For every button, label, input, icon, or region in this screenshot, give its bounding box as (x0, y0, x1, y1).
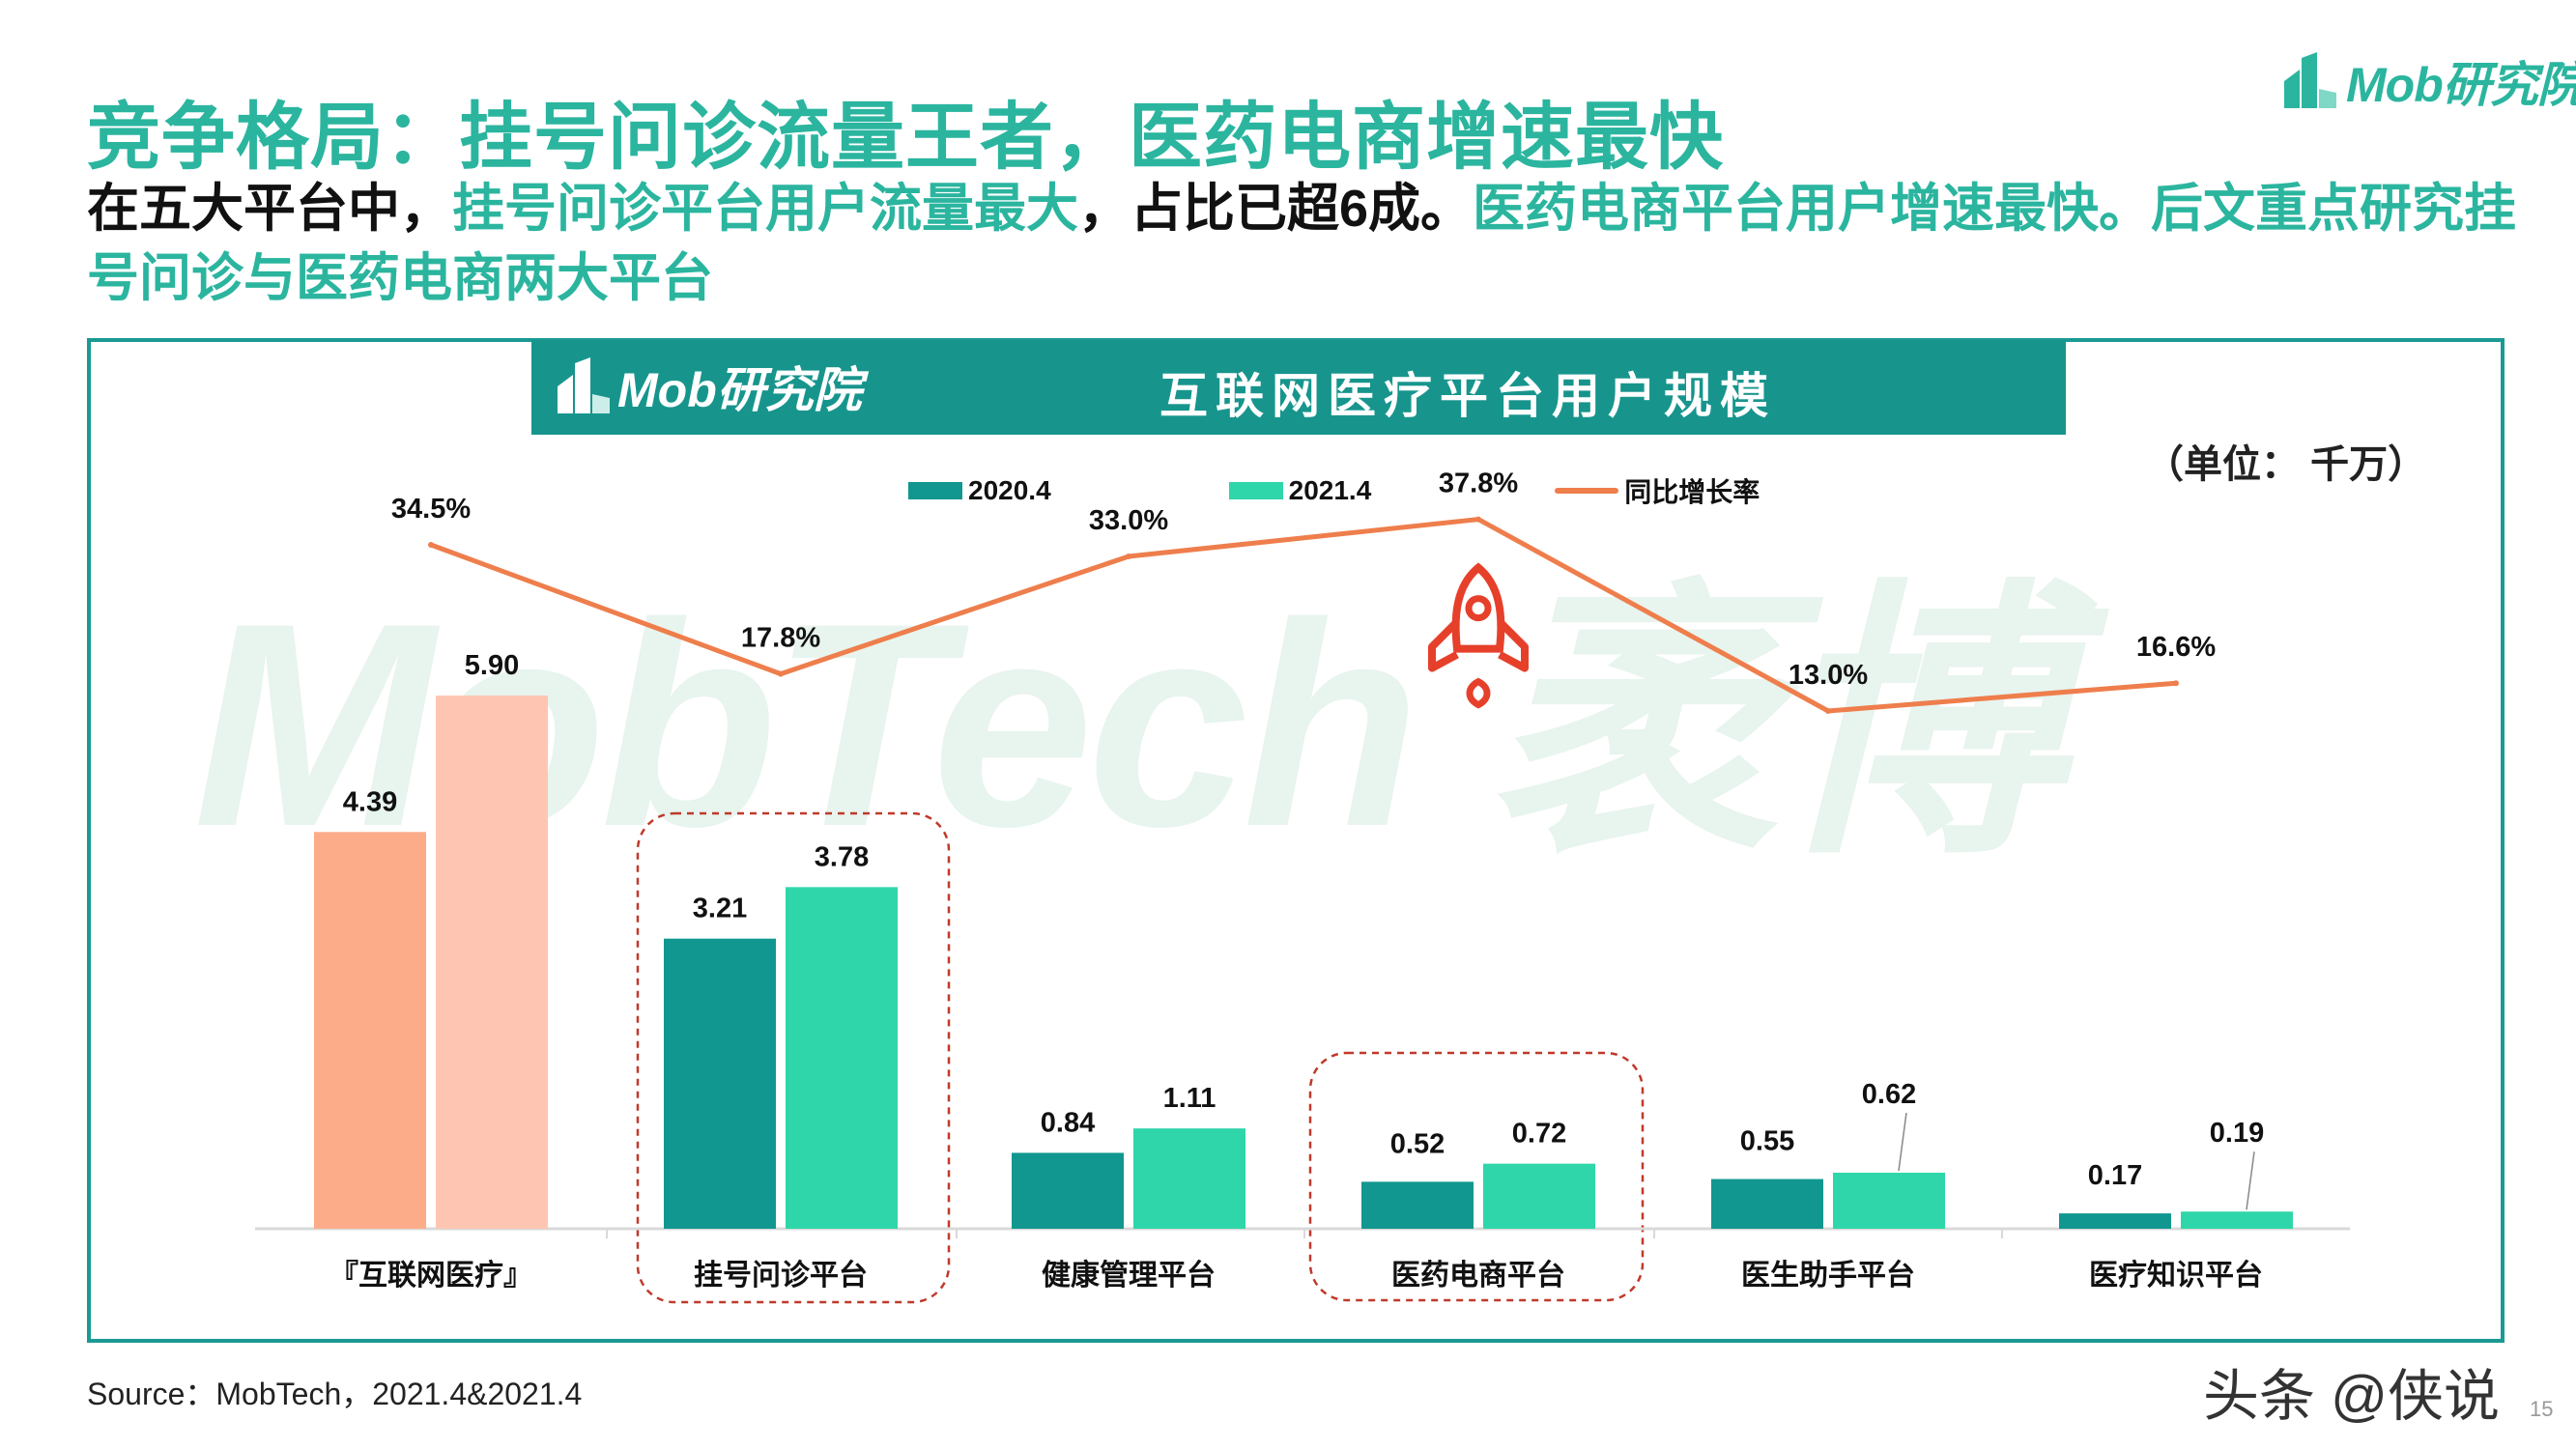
growth-rate-point-4 (1825, 708, 1831, 714)
growth-rate-point-1 (778, 670, 784, 677)
bar-2021.4-3 (1483, 1163, 1595, 1229)
building-icon (558, 357, 610, 413)
chart-header-logo-text: Mob研究院 (617, 363, 862, 417)
bar-2021.4-1 (786, 887, 898, 1229)
legend-label-2021: 2021.4 (1288, 475, 1372, 505)
rocket-icon (1428, 562, 1529, 709)
legend-item-2021: 2021.4 (1228, 475, 1372, 506)
footer-credit: 头条 @侠说 (2203, 1365, 2500, 1428)
bar-2020.4-3 (1361, 1181, 1474, 1229)
leader-line-2021.4-4 (1898, 1112, 1907, 1172)
growth-rate-label-3: 37.8% (1439, 469, 1518, 499)
value-label-2020.4-4: 0.55 (1740, 1126, 1794, 1157)
unit-label: （单位： 千万） (2145, 443, 2427, 486)
bar-2020.4-5 (2059, 1213, 2171, 1229)
legend-item-2020: 2020.4 (908, 475, 1051, 506)
bar-2020.4-2 (1012, 1152, 1124, 1229)
legend-item-growth-rate: 同比增长率 (1555, 471, 1760, 510)
growth-rate-label-5: 16.6% (2136, 632, 2216, 663)
subtitle-part-4: 医药电商平台用户增速最快。后文重点研究挂号问诊与医药电商两大平台 (87, 180, 2517, 307)
bar-2020.4-0 (314, 832, 426, 1229)
growth-rate-label-4: 13.0% (1789, 660, 1868, 691)
chart-title: 互联网医疗平台用户规模 (1159, 369, 1776, 423)
legend-swatch-2020 (908, 482, 962, 499)
subtitle-part-1: 在五大平台中， (87, 180, 452, 238)
page-number: 15 (2530, 1397, 2554, 1421)
source-note: Source：MobTech，2021.4&2021.4 (87, 1377, 583, 1411)
value-label-2020.4-0: 4.39 (343, 786, 397, 817)
value-label-2021.4-1: 3.78 (815, 841, 869, 872)
legend-swatch-2021 (1228, 482, 1283, 499)
chart-legend: 2020.4 2021.4 同比增长率 (908, 471, 1760, 510)
category-label-1: 挂号问诊平台 (694, 1259, 868, 1292)
chart-header-logo: Mob研究院 (556, 348, 862, 425)
growth-rate-point-2 (1126, 554, 1131, 559)
growth-rate-point-0 (428, 542, 434, 548)
chart-header-bar (531, 340, 2066, 435)
leader-line-2021.4-5 (2246, 1151, 2255, 1210)
growth-rate-point-3 (1475, 516, 1481, 523)
highlight-box-3 (1308, 1051, 1645, 1302)
value-label-2020.4-1: 3.21 (693, 894, 747, 924)
category-label-5: 医疗知识平台 (2089, 1259, 2263, 1292)
growth-rate-label-0: 34.5% (391, 494, 471, 525)
bar-2021.4-5 (2181, 1211, 2293, 1229)
subtitle-part-3: ，占比已超6成。 (1078, 180, 1474, 238)
legend-label-2020: 2020.4 (968, 475, 1051, 505)
bar-2020.4-1 (664, 938, 776, 1229)
value-label-2021.4-0: 5.90 (465, 650, 519, 681)
bar-2021.4-0 (436, 696, 548, 1229)
bar-2021.4-2 (1133, 1128, 1245, 1229)
value-label-2020.4-5: 0.17 (2088, 1160, 2142, 1191)
category-label-2: 健康管理平台 (1042, 1259, 1216, 1292)
value-label-2020.4-3: 0.52 (1390, 1128, 1445, 1159)
bar-2020.4-4 (1711, 1179, 1823, 1229)
value-label-2021.4-5: 0.19 (2210, 1118, 2264, 1149)
building-icon (2284, 52, 2336, 108)
legend-line-growth-rate (1555, 488, 1619, 494)
value-label-2021.4-3: 0.72 (1512, 1119, 1566, 1150)
brand-logo-text: Mob研究院 (2346, 58, 2576, 112)
growth-rate-label-1: 17.8% (741, 623, 820, 654)
slide-title: 竞争格局：挂号问诊流量王者，医药电商增速最快 (87, 97, 1724, 179)
legend-label-growth-rate: 同比增长率 (1624, 477, 1760, 507)
category-label-4: 医生助手平台 (1741, 1259, 1915, 1292)
slide-subtitle: 在五大平台中，挂号问诊平台用户流量最大，占比已超6成。医药电商平台用户增速最快。… (87, 174, 2522, 313)
growth-rate-point-5 (2173, 680, 2179, 687)
highlight-box-1 (636, 811, 951, 1304)
category-label-3: 医药电商平台 (1391, 1259, 1565, 1292)
bar-2021.4-4 (1833, 1172, 1945, 1229)
category-label-0: 『互联网医疗』 (329, 1260, 532, 1292)
growth-rate-line (430, 517, 2177, 714)
brand-logo: Mob研究院 (2282, 46, 2576, 116)
value-label-2021.4-2: 1.11 (1163, 1083, 1216, 1114)
value-label-2021.4-4: 0.62 (1862, 1079, 1916, 1110)
growth-rate-label-2: 33.0% (1089, 505, 1168, 536)
value-label-2020.4-2: 0.84 (1041, 1107, 1095, 1138)
subtitle-part-2: 挂号问诊平台用户流量最大 (452, 180, 1078, 238)
